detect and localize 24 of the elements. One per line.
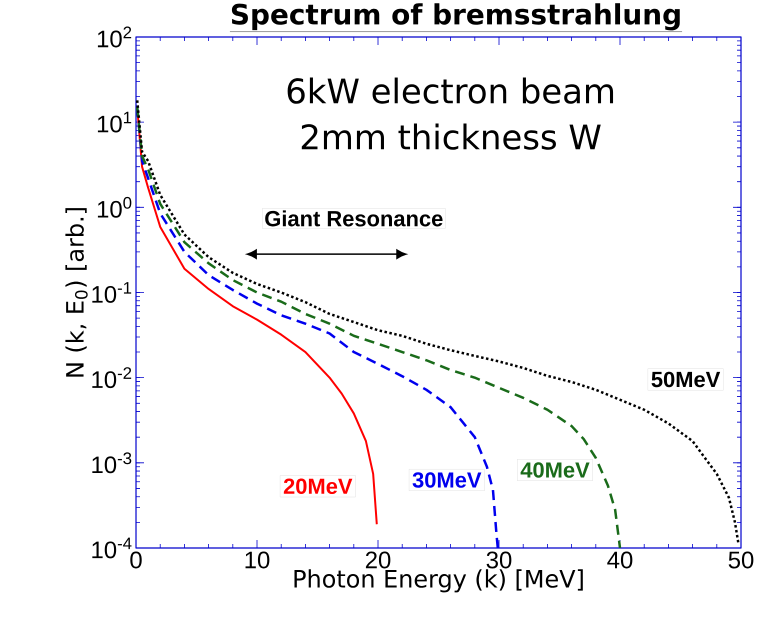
x-tick-label: 10 xyxy=(246,552,270,568)
x-tick-label: 20 xyxy=(366,552,390,568)
series-label: 50MeV xyxy=(652,372,720,388)
y-tick-label: 10$^{-4}$ xyxy=(92,538,132,558)
y-tick-label: 10$^{-2}$ xyxy=(92,367,132,388)
y-tick-label: 10$^{-3}$ xyxy=(92,452,132,474)
y-tick-label: 10$^{2}$ xyxy=(98,26,132,48)
y-tick-label: 10$^{1}$ xyxy=(98,112,132,133)
x-tick-label: 50 xyxy=(728,552,754,568)
series-label: 30MeV xyxy=(412,472,482,488)
y-tick-label: 10$^{0}$ xyxy=(98,196,132,218)
series-label: 40MeV xyxy=(520,462,590,478)
y-axis-title: N (k, E$_{0}$) [arb.] xyxy=(65,208,88,377)
chart-title: Spectrum of bremsstrahlung xyxy=(232,3,680,30)
line-series xyxy=(136,106,622,550)
series-label: 20MeV xyxy=(284,478,352,494)
y-tick-label: 10$^{-1}$ xyxy=(92,282,132,303)
annotation: Giant Resonance xyxy=(265,210,443,226)
annotation: 6kW electron beam xyxy=(288,78,614,104)
x-tick-label: 0 xyxy=(130,552,142,568)
x-axis-title: Photon Energy (k) [MeV] xyxy=(294,569,583,592)
annotation: 2mm thickness W xyxy=(302,124,601,150)
x-tick-label: 30 xyxy=(486,552,512,568)
x-tick-label: 40 xyxy=(607,552,632,568)
